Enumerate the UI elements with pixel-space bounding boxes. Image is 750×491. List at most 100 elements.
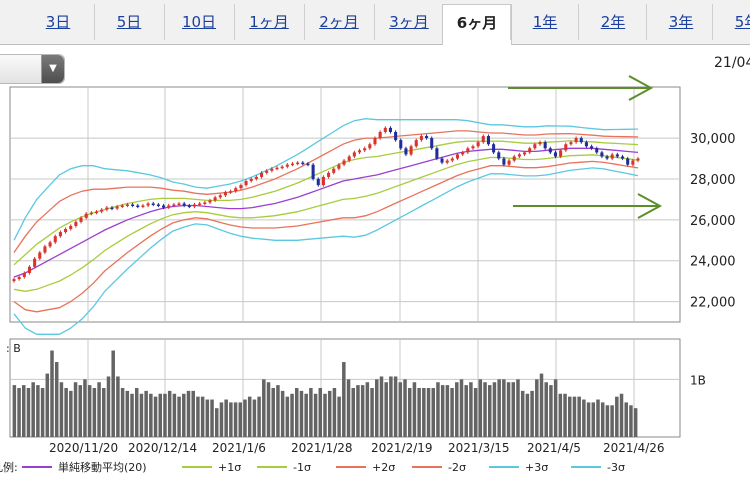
volume-bar [365,382,370,437]
candle-body [378,131,382,139]
candle-body [512,156,516,161]
volume-bar [299,390,304,437]
tab-1[interactable]: 3日 [45,13,71,31]
volume-bar [36,385,40,437]
volume-bar [22,385,26,437]
plus1-sigma-line [13,140,639,266]
x-tick-label: 2021/1/6 [212,441,266,455]
volume-bar [544,382,548,437]
candle-body [631,160,635,165]
volume-bar [398,382,403,437]
tab-9[interactable]: 2年 [578,4,647,40]
volume-bar [97,382,101,437]
volume-bar [229,402,233,437]
volume-bar [360,385,365,437]
plus2-sigma-line [13,130,639,253]
candle-body [146,203,150,206]
tab-5[interactable]: 2ヶ月 [304,4,373,40]
candle-body [120,205,124,208]
volume-bar [370,388,374,437]
candle-body [347,156,351,161]
tab-4[interactable]: 1ヶ月 [234,4,303,40]
volume-bar [577,396,581,437]
candle-body [363,148,367,151]
candle-body [528,148,532,153]
candle-body [486,136,490,145]
candle-body [89,212,93,215]
candle-body [306,163,310,166]
candle-body [53,236,57,243]
volume-bar [487,385,492,437]
date-label: 21/04 [714,55,750,71]
chart-legend: 凡例: 単純移動平均(20) +1σ -1σ +2σ -2σ +3σ -3σ [0,460,625,474]
trend-arrow-head [628,75,654,101]
tab-2[interactable]: 5日 [94,4,163,40]
tab-7[interactable]: 6ヶ月 [442,4,512,45]
candle-body [414,140,418,147]
volume-bar [125,390,130,437]
volume-bar [45,373,50,437]
candle-body [316,178,320,186]
volume-bar [186,390,191,437]
candle-body [471,146,475,149]
volume-bar [436,382,440,437]
volume-bar [247,396,252,437]
volume-bar [309,388,313,437]
volume-bar [520,390,525,437]
minus3-sigma-line [13,167,639,335]
volume-bar [177,396,181,437]
candle-body [543,142,547,149]
chart-options-dropdown[interactable]: ▼ [0,54,65,84]
candle-body [615,154,619,157]
candle-body [110,207,114,210]
volume-bar [196,396,200,437]
volume-bar [295,388,299,437]
volume-bar [624,402,628,437]
volume-tick-label: 1B [690,373,706,387]
candle-body [507,160,511,165]
volume-bar [502,379,506,437]
x-tick-label: 2021/2/19 [371,441,433,455]
candlesticks [12,126,640,283]
volume-bar [379,376,384,437]
candle-body [192,204,197,207]
x-tick-label: 2020/11/20 [49,441,118,455]
legend-prefix: 凡例: [0,460,18,474]
plus3-sigma-line [13,118,639,241]
volume-bar [629,405,633,437]
candle-body [497,152,501,159]
legend-label-plus2: +2σ [372,461,395,474]
tab-3[interactable]: 10日 [164,4,233,40]
volume-bar [17,388,21,437]
tab-10[interactable]: 3年 [646,4,715,40]
candle-body [260,172,264,177]
legend-label-plus1: +1σ [218,461,241,474]
candle-body [64,229,68,233]
candle-body [27,266,32,273]
candle-body [182,203,186,206]
candle-body [84,213,88,218]
volume-bar [342,362,346,437]
tab-8[interactable]: 1年 [510,4,579,40]
candle-body [332,168,336,173]
candle-body [172,204,176,206]
minus1-sigma-line [13,154,639,292]
legend-label-plus3: +3σ [525,461,548,474]
volume-bar [426,388,431,437]
volume-bar [167,390,172,437]
volume-bar [313,393,318,437]
volume-bar [271,388,275,437]
tab-6[interactable]: 3ヶ月 [374,4,443,40]
volume-bar [356,385,360,437]
candle-body [115,206,119,209]
volume-bar [351,388,355,437]
volume-bar [210,399,214,437]
volume-bar [219,402,224,437]
candle-body [162,205,166,208]
tab-11[interactable]: 5年 [712,4,750,40]
volume-bar [318,388,323,437]
candle-body [579,138,583,143]
volume-bar [483,382,487,437]
triangle-down-icon[interactable]: ▼ [41,55,64,83]
